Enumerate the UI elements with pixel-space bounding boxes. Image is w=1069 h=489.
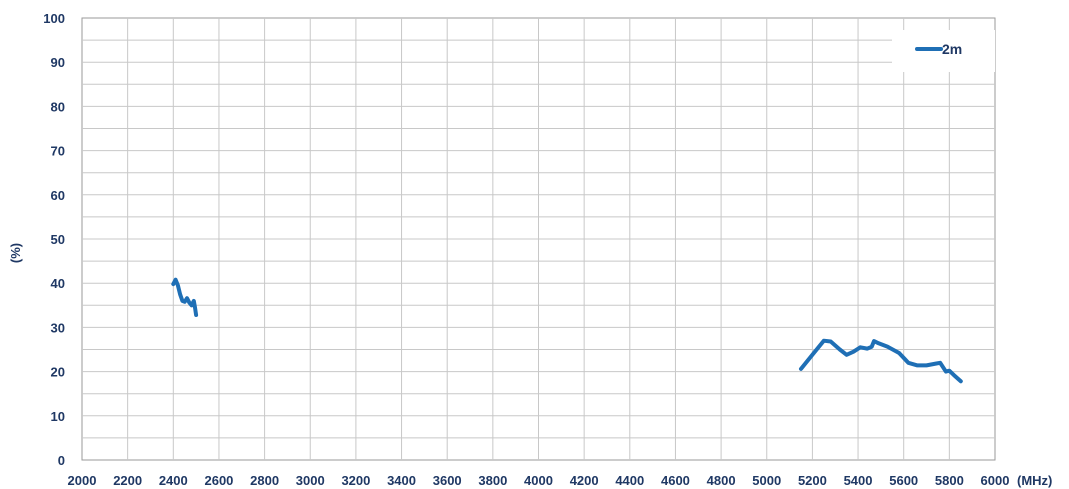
x-tick-label: 2600 [204, 473, 233, 488]
x-tick-label: 3400 [387, 473, 416, 488]
x-axis-label: (MHz) [1017, 473, 1052, 488]
x-tick-label: 2000 [68, 473, 97, 488]
y-tick-label: 100 [43, 11, 65, 26]
x-tick-label: 4400 [615, 473, 644, 488]
legend-box [892, 30, 995, 72]
x-tick-label: 5600 [889, 473, 918, 488]
y-tick-label: 90 [51, 55, 65, 70]
y-tick-label: 80 [51, 99, 65, 114]
x-axis-tick-labels: 2000 2200 2400 2600 2800 3000 3200 3400 3600 3800… [68, 473, 1010, 488]
x-tick-label: 3000 [296, 473, 325, 488]
legend-label-2m: 2m [942, 41, 962, 57]
y-tick-label: 10 [51, 409, 65, 424]
series-line-2m [171, 277, 199, 317]
x-tick-label: 2800 [250, 473, 279, 488]
y-tick-label: 50 [51, 232, 65, 247]
x-tick-label: 4600 [661, 473, 690, 488]
y-tick-label: 20 [51, 365, 65, 380]
y-tick-label: 70 [51, 144, 65, 159]
grid-lines [82, 18, 995, 460]
y-tick-label: 60 [51, 188, 65, 203]
x-tick-label: 4800 [707, 473, 736, 488]
x-tick-label: 5800 [935, 473, 964, 488]
x-tick-label: 5400 [844, 473, 873, 488]
x-tick-label: 3600 [433, 473, 462, 488]
legend: 2m [892, 30, 995, 72]
y-tick-label: 40 [51, 276, 65, 291]
y-tick-label: 30 [51, 320, 65, 335]
y-tick-label: 0 [58, 453, 65, 468]
x-tick-label: 6000 [981, 473, 1010, 488]
x-tick-label: 2400 [159, 473, 188, 488]
y-axis-label: (%) [8, 243, 23, 263]
x-tick-label: 4200 [570, 473, 599, 488]
x-tick-label: 2200 [113, 473, 142, 488]
x-tick-label: 5200 [798, 473, 827, 488]
series-line-2m [799, 338, 963, 384]
series-layer [171, 277, 963, 384]
x-tick-label: 3200 [341, 473, 370, 488]
y-axis-tick-labels: 0 10 20 30 40 50 60 70 80 90 100 [43, 11, 65, 468]
x-tick-label: 5000 [752, 473, 781, 488]
x-tick-label: 4000 [524, 473, 553, 488]
x-tick-label: 3800 [478, 473, 507, 488]
